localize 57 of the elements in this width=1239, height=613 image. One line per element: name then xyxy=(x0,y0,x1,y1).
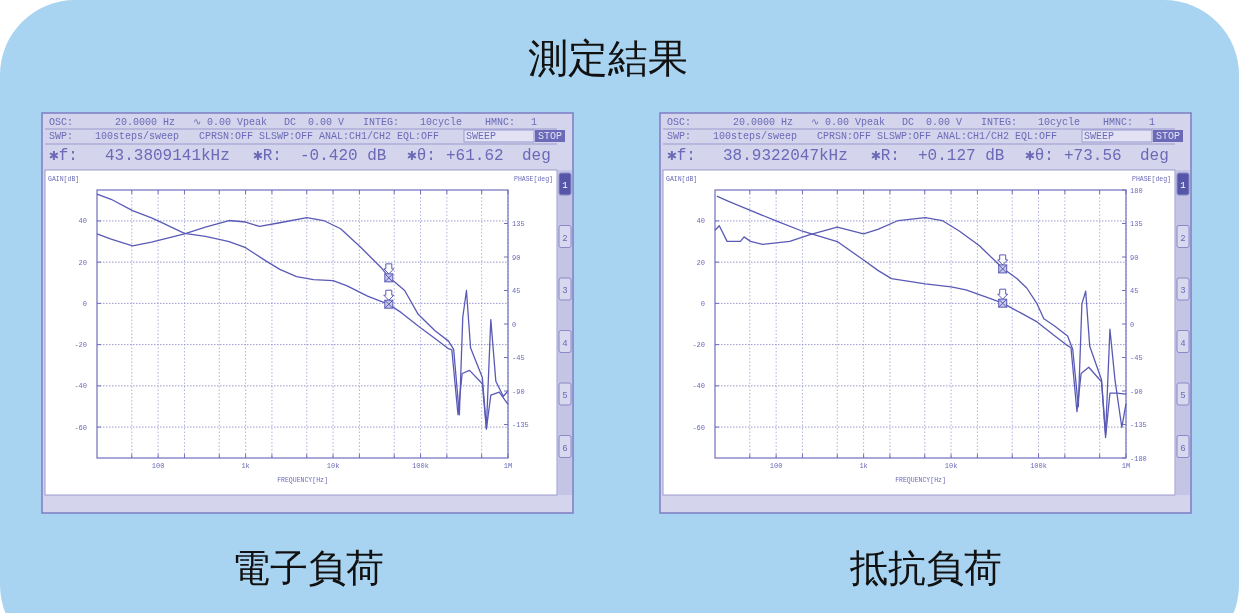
text: SWP: xyxy=(667,131,692,142)
text: 38.9322047kHz xyxy=(723,147,848,165)
text: CPRSN:OFF SLSWP:OFF ANAL:CH1/CH2 EQL:OFF xyxy=(199,131,440,142)
text: deg xyxy=(1140,147,1169,165)
text: 20.0000 Hz xyxy=(733,117,794,128)
text: ∿ 0.00 Vpeak xyxy=(811,117,886,128)
text: -0.420 dB xyxy=(300,147,387,165)
text: ✱f: xyxy=(49,147,78,165)
text: 100steps/sweep xyxy=(713,131,798,142)
text: INTEG: xyxy=(363,117,400,128)
text: SWEEP xyxy=(1084,131,1115,142)
text: 20.0000 Hz xyxy=(115,117,176,128)
text: 10cycle xyxy=(1038,117,1081,128)
text: OSC: xyxy=(667,117,692,128)
text: ✱f: xyxy=(667,147,696,165)
text: 1 xyxy=(531,117,538,128)
text: SWEEP xyxy=(466,131,497,142)
text: 1 xyxy=(1149,117,1156,128)
text: +73.56 xyxy=(1064,147,1122,165)
text: 測定結果 xyxy=(528,35,688,81)
text: SWP: xyxy=(49,131,74,142)
text: STOP xyxy=(1156,131,1181,142)
text: DC xyxy=(902,117,915,128)
text: 2 xyxy=(562,233,568,244)
text: +61.62 xyxy=(446,147,504,165)
text: HMNC: xyxy=(1103,117,1134,128)
text: deg xyxy=(522,147,551,165)
text: 4 xyxy=(1180,338,1186,349)
text: 0.00 V xyxy=(926,117,963,128)
text: ✱R: xyxy=(871,147,900,165)
text: ✱θ: xyxy=(407,147,436,165)
text: 10cycle xyxy=(420,117,463,128)
text: 5 xyxy=(1180,391,1186,401)
text: 100steps/sweep xyxy=(95,131,180,142)
text: 6 xyxy=(1180,443,1186,454)
text: 4 xyxy=(562,338,568,349)
text: DC xyxy=(284,117,297,128)
text: ✱R: xyxy=(253,147,282,165)
text: STOP xyxy=(538,131,563,142)
text: 抵抗負荷 xyxy=(848,546,1002,590)
text: 3 xyxy=(1180,286,1186,296)
text: 1 xyxy=(1180,181,1186,191)
text: 1 xyxy=(562,181,568,191)
text: 2 xyxy=(1180,233,1186,244)
text: ∿ 0.00 Vpeak xyxy=(193,117,268,128)
text: 6 xyxy=(562,443,568,454)
text: HMNC: xyxy=(485,117,516,128)
text: 3 xyxy=(562,286,568,296)
text: OSC: xyxy=(49,117,74,128)
text: +0.127 dB xyxy=(918,147,1005,165)
text: 5 xyxy=(562,391,568,401)
text: 電子負荷 xyxy=(231,546,384,590)
text: 43.3809141kHz xyxy=(105,147,230,165)
text: INTEG: xyxy=(981,117,1018,128)
text: 0.00 V xyxy=(308,117,345,128)
text: ✱θ: xyxy=(1025,147,1054,165)
text: CPRSN:OFF SLSWP:OFF ANAL:CH1/CH2 EQL:OFF xyxy=(817,131,1058,142)
